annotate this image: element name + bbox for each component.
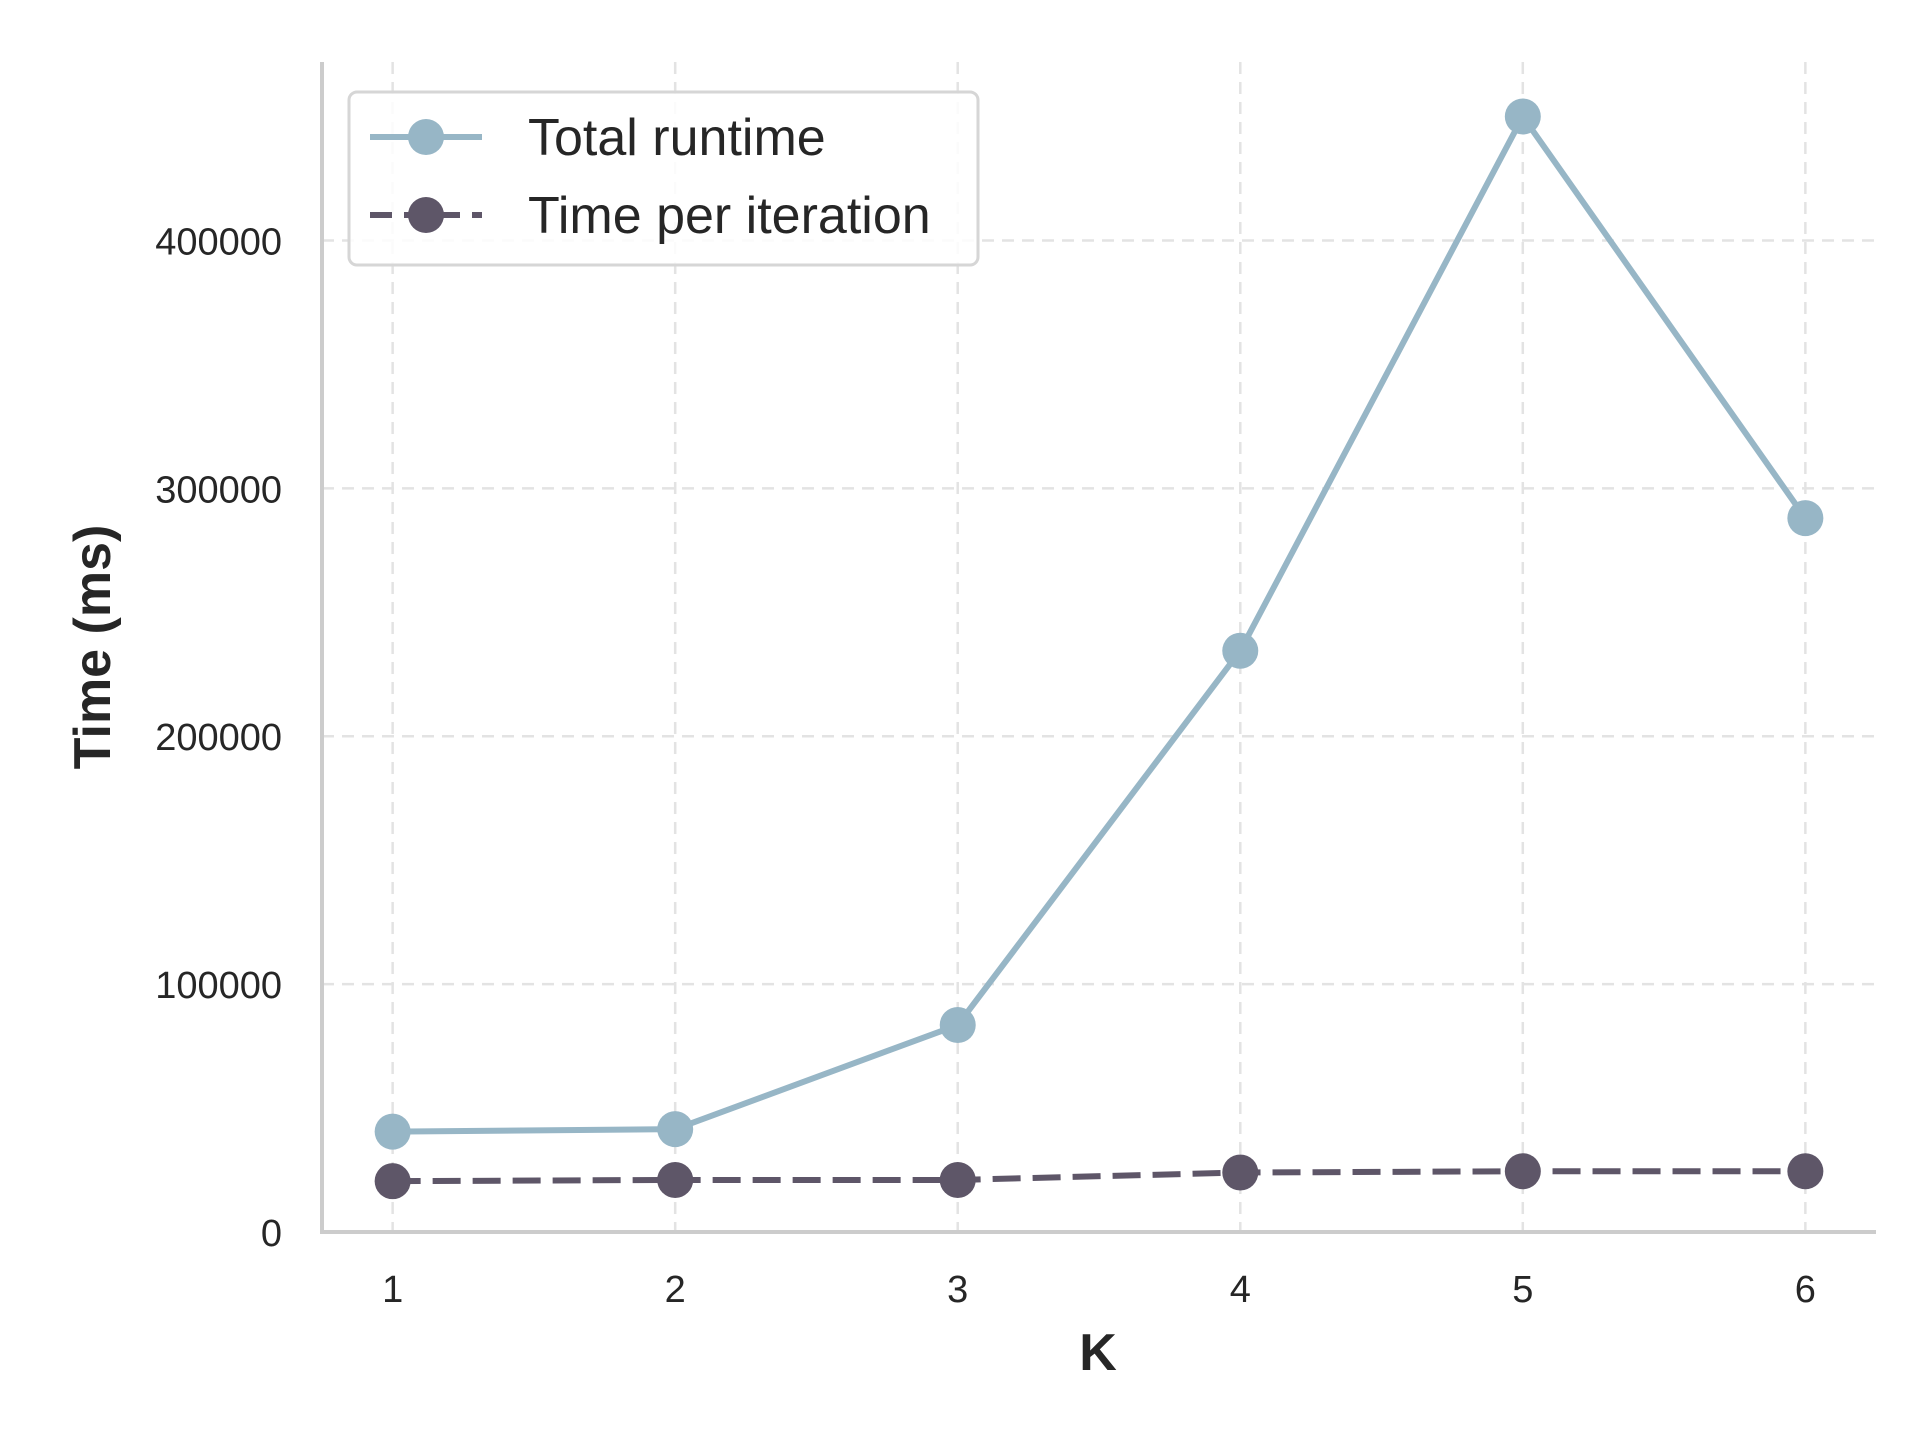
data-point bbox=[657, 1111, 694, 1148]
y-tick-label: 400000 bbox=[155, 221, 282, 263]
legend-marker-swatch bbox=[408, 119, 444, 155]
y-tick-label: 200000 bbox=[155, 717, 282, 759]
y-tick-label: 100000 bbox=[155, 965, 282, 1007]
x-tick-label: 5 bbox=[1512, 1269, 1533, 1311]
x-tick-label: 3 bbox=[947, 1269, 968, 1311]
legend-marker-swatch bbox=[408, 197, 444, 233]
data-point bbox=[374, 1163, 411, 1200]
x-tick-labels: 1 2 3 4 5 6 bbox=[382, 1269, 1816, 1311]
series-layer bbox=[374, 98, 1824, 1200]
x-tick-label: 6 bbox=[1795, 1269, 1816, 1311]
data-point bbox=[1222, 632, 1259, 669]
legend: Total runtime Time per iteration bbox=[347, 90, 980, 267]
data-point bbox=[939, 1007, 976, 1044]
y-tick-labels: 0 100000 200000 300000 400000 bbox=[155, 221, 282, 1255]
series-1 bbox=[374, 98, 1824, 1150]
data-point bbox=[1504, 1153, 1541, 1190]
legend-entry: Total runtime bbox=[370, 109, 826, 167]
legend-box bbox=[347, 90, 980, 267]
y-tick-label: 300000 bbox=[155, 469, 282, 511]
series-line bbox=[392, 113, 1808, 1135]
data-point bbox=[1504, 98, 1541, 135]
axes bbox=[320, 62, 1876, 1234]
data-point bbox=[374, 1113, 411, 1150]
y-axis-label: Time (ms) bbox=[64, 525, 122, 770]
y-tick-label: 0 bbox=[261, 1213, 282, 1255]
legend-label: Total runtime bbox=[528, 109, 826, 167]
data-point bbox=[1787, 1153, 1824, 1190]
legend-entry: Time per iteration bbox=[370, 187, 931, 245]
x-tick-label: 4 bbox=[1230, 1269, 1251, 1311]
x-tick-label: 2 bbox=[665, 1269, 686, 1311]
data-point bbox=[939, 1161, 976, 1198]
legend-label: Time per iteration bbox=[528, 187, 931, 245]
data-point bbox=[1222, 1154, 1259, 1191]
series-2 bbox=[374, 1153, 1824, 1200]
x-tick-label: 1 bbox=[382, 1269, 403, 1311]
data-point bbox=[657, 1161, 694, 1198]
series-line bbox=[392, 1168, 1806, 1185]
data-point bbox=[1787, 500, 1824, 537]
x-axis-label: K bbox=[1079, 1324, 1117, 1382]
